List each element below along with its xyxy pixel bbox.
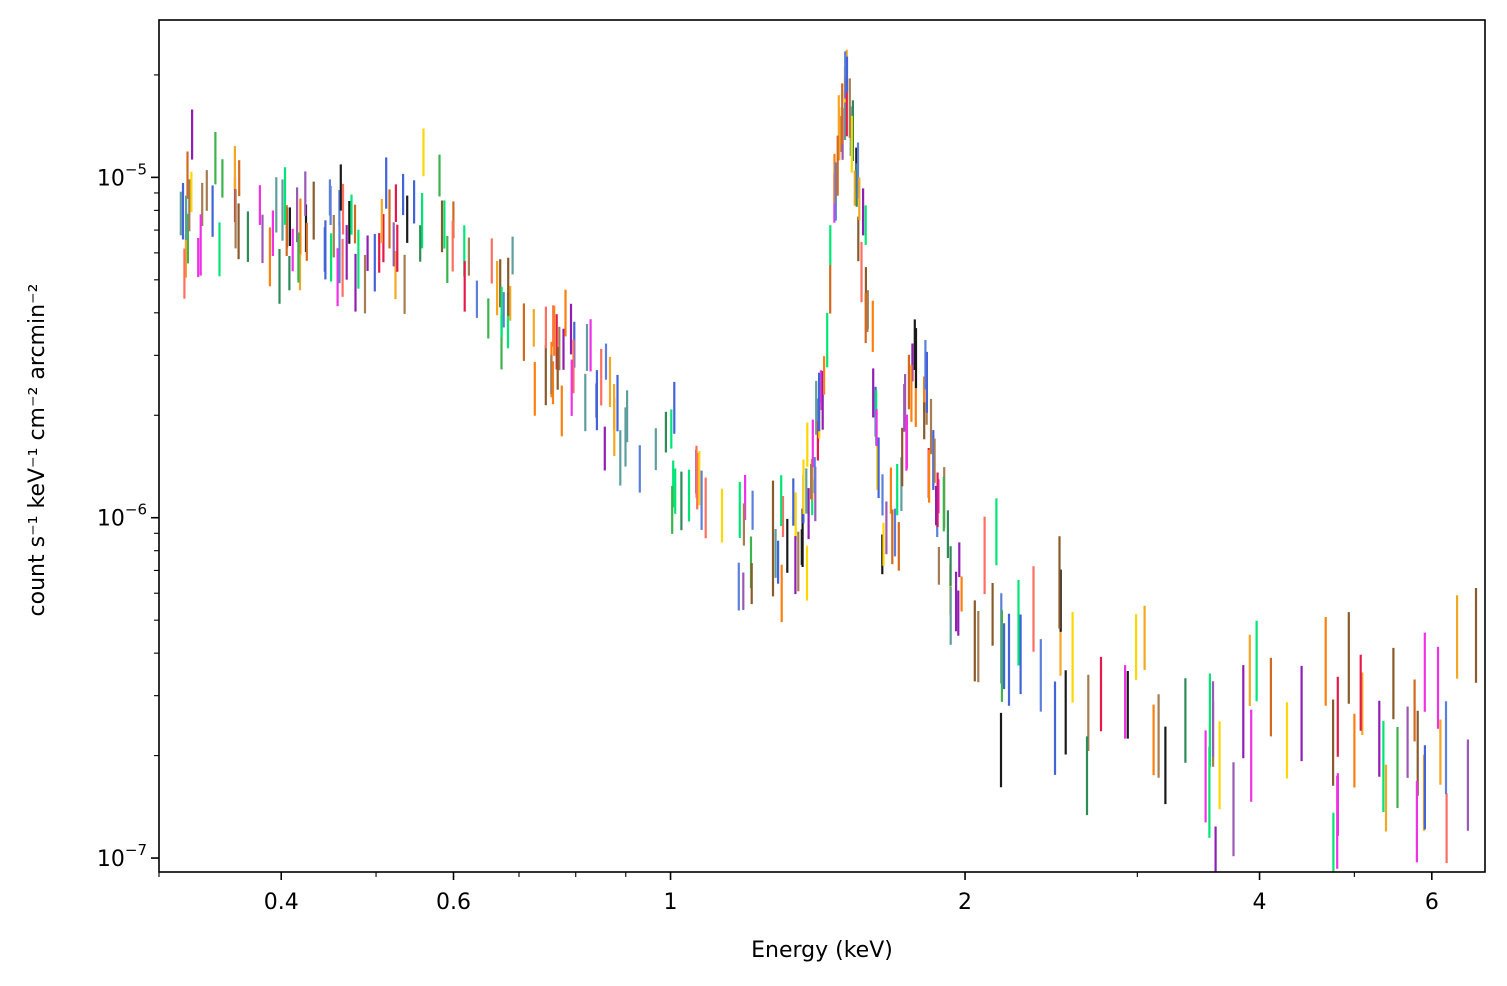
x-tick-label: 0.4 (264, 890, 299, 915)
y-tick-label: 10−5 (97, 160, 147, 191)
x-tick-label: 1 (664, 890, 678, 915)
x-tick-label: 2 (958, 890, 972, 915)
x-tick-label: 0.6 (436, 890, 471, 915)
y-axis-ticks: 10−7 10−6 10−5 (97, 74, 159, 872)
error-bar-layer (179, 49, 1478, 872)
plot-frame (158, 19, 1486, 873)
x-tick-label: 4 (1253, 890, 1267, 915)
x-axis-ticks: 0.4 0.6 1 2 4 6 (158, 872, 1439, 915)
y-tick-label: 10−6 (97, 501, 147, 532)
y-axis-label: count s⁻¹ keV⁻¹ cm⁻² arcmin⁻² (25, 284, 50, 617)
x-axis-label: Energy (keV) (751, 938, 893, 963)
y-tick-label: 10−7 (97, 841, 147, 872)
x-tick-label: 6 (1425, 890, 1439, 915)
